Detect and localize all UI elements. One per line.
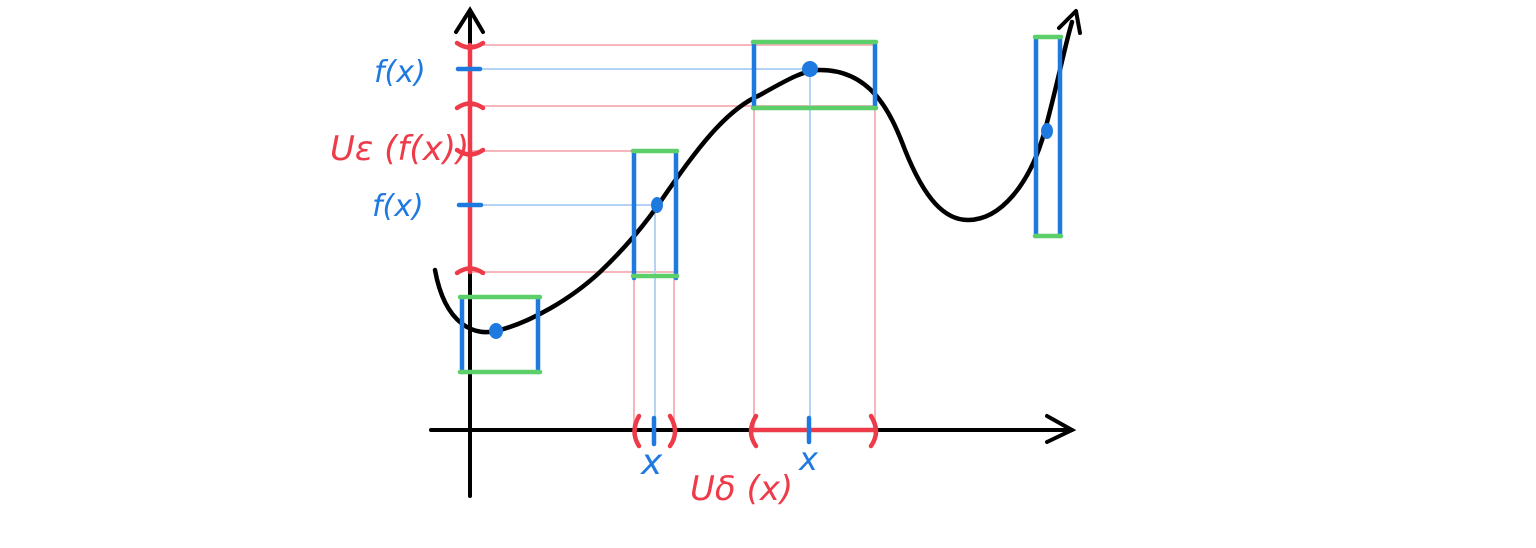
x-axis-arrowhead [1045,414,1077,444]
curve-points [489,61,1053,339]
label-delta-neighborhood: Uδ (x) [690,469,793,509]
bracket-top [454,40,486,50]
curve-arrowhead [1057,9,1082,35]
label-fx-upper: f(x) [374,55,426,90]
box-maximum [750,39,879,111]
label-x-left: x [640,442,663,483]
bracket-bottom [454,266,486,276]
y-ticks [455,66,484,208]
paren-open [632,413,642,449]
point-maximum [802,61,818,77]
paren-close [868,413,879,449]
label-fx-lower: f(x) [372,189,424,224]
label-x-right: x [798,440,819,478]
bracket-bottom [454,101,486,111]
point-steep [651,197,663,213]
point-right [1041,123,1053,139]
box-right [1032,34,1064,239]
delta-interval-right [748,413,879,449]
point-minimum [489,323,503,339]
delta-interval-left [632,413,678,449]
paren-open [748,413,759,449]
paren-close [667,413,678,449]
box-steep [630,148,680,281]
y-axis-arrowhead [454,6,485,34]
bracket-top [454,147,486,157]
label-epsilon-neighborhood: Uε (f(x)) [330,129,469,169]
x-ticks [651,415,812,447]
epsilon-interval [454,40,486,276]
function-curve [432,19,1075,335]
box-minimum [457,294,543,375]
guide-lines [470,44,876,430]
